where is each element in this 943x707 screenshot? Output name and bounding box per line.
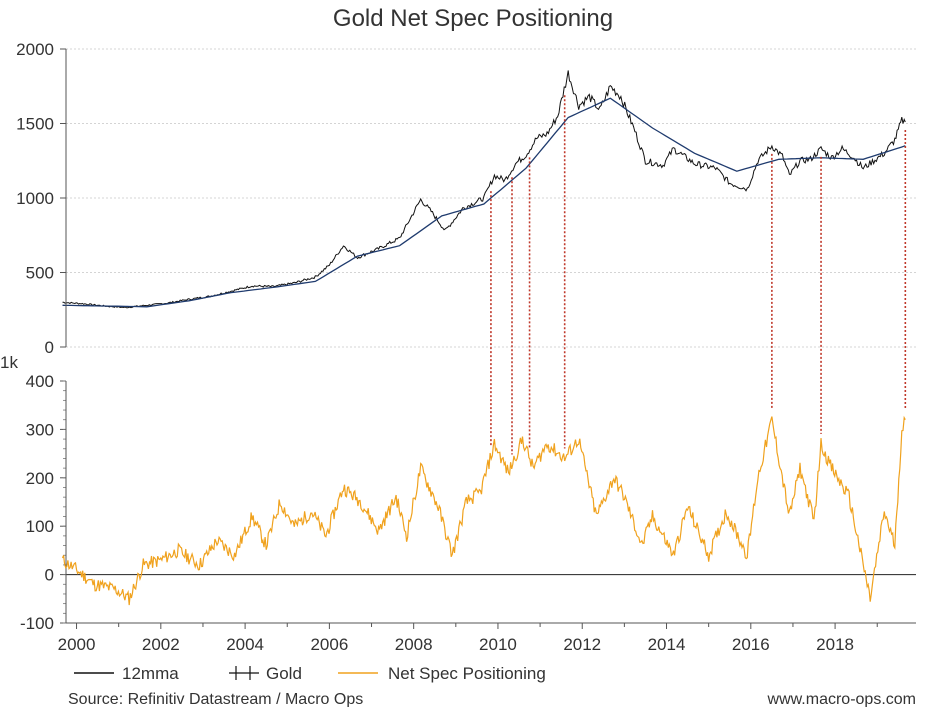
- website: www.macro-ops.com: [767, 691, 916, 707]
- x-axis: 2000 2002 2004 2006 2008 2010 2012 2014 2016 2018: [58, 622, 916, 654]
- y-tick-label-bottom-1: 0: [45, 566, 54, 585]
- y-tick-label-bottom-0: -100: [20, 614, 54, 633]
- y-tick-label-top-1: 500: [26, 264, 54, 283]
- x-tick-label-5: 2010: [479, 635, 517, 654]
- legend: 12mma Gold Net Spec Positioning: [74, 664, 546, 683]
- x-tick-label-6: 2012: [563, 635, 601, 654]
- x-tick-label-1: 2002: [142, 635, 180, 654]
- y-tick-label-bottom-4: 300: [26, 420, 54, 439]
- x-tick-label-0: 2000: [58, 635, 96, 654]
- net-spec-panel: 1k -100 0 100 200 300 400: [0, 353, 916, 633]
- x-tick-label-4: 2008: [395, 635, 433, 654]
- divergence-lines: [490, 95, 907, 455]
- chart-title: Gold Net Spec Positioning: [333, 5, 613, 32]
- y-tick-label-top-4: 2000: [16, 40, 54, 59]
- source-note: Source: Refinitiv Datastream / Macro Ops: [68, 691, 363, 707]
- x-tick-label-7: 2014: [648, 635, 686, 654]
- y-tick-label-bottom-5: 400: [26, 372, 54, 391]
- legend-netspec-label: Net Spec Positioning: [388, 664, 546, 683]
- x-tick-label-9: 2018: [816, 635, 854, 654]
- y-tick-label-bottom-2: 100: [26, 517, 54, 536]
- x-tick-label-8: 2016: [732, 635, 770, 654]
- x-tick-label-3: 2006: [310, 635, 348, 654]
- y-tick-label-top-3: 1500: [16, 115, 54, 134]
- legend-gold-swatch: [229, 666, 259, 680]
- legend-gold-label: Gold: [266, 664, 302, 683]
- legend-12mma-label: 12mma: [122, 664, 179, 683]
- x-tick-label-2: 2004: [226, 635, 264, 654]
- y-unit-label-bottom: 1k: [0, 353, 18, 372]
- series-gold: [62, 70, 906, 309]
- series-12mma: [62, 97, 906, 308]
- y-tick-label-top-2: 1000: [16, 189, 54, 208]
- series-net-spec-positioning: [61, 415, 906, 606]
- y-tick-label-bottom-3: 200: [26, 469, 54, 488]
- gold-price-panel: 0 500 1000 1500 2000: [16, 40, 916, 357]
- y-tick-label-top-0: 0: [45, 338, 54, 357]
